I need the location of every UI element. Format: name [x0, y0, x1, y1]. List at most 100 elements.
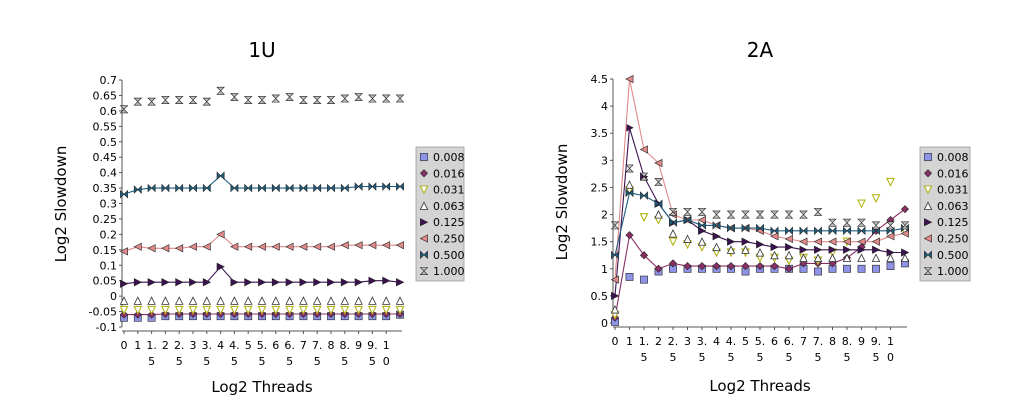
legend-label: 1.000	[937, 265, 969, 278]
data-point	[698, 221, 706, 230]
y-tick-label: 0.4	[100, 167, 118, 180]
x-tick-label: 5	[176, 355, 183, 368]
data-point	[712, 221, 721, 230]
data-point	[726, 245, 736, 254]
x-tick-label: 1	[887, 335, 894, 348]
data-point	[625, 231, 634, 240]
x-tick-label: 4.	[229, 339, 240, 352]
data-point	[828, 245, 837, 254]
data-point	[640, 191, 648, 200]
data-point	[161, 183, 170, 193]
data-point	[367, 305, 377, 315]
data-point	[799, 253, 808, 262]
data-point	[271, 278, 281, 287]
data-point	[243, 296, 253, 305]
data-point	[625, 74, 634, 84]
data-point	[285, 305, 295, 315]
x-tick-label: 5	[231, 355, 238, 368]
data-point	[712, 242, 721, 252]
legend-label: 0.031	[937, 184, 969, 197]
y-tick-label: 1.5	[591, 236, 609, 249]
data-point	[368, 241, 377, 250]
y-tick-label: 1	[601, 263, 608, 276]
chart-title: 1U	[248, 38, 275, 62]
data-point	[611, 291, 620, 300]
data-point	[396, 278, 405, 287]
data-point	[683, 215, 692, 225]
data-point	[285, 296, 294, 305]
data-point	[354, 305, 364, 315]
data-point	[271, 305, 281, 315]
data-point	[202, 97, 212, 106]
legend-label: 0.250	[937, 233, 969, 246]
data-point	[813, 237, 822, 246]
data-point	[161, 96, 170, 104]
data-point	[741, 245, 750, 254]
x-tick-label: 9	[355, 339, 362, 352]
data-point	[610, 221, 620, 230]
data-point	[271, 242, 280, 251]
x-tick-label: 8.	[340, 339, 351, 352]
y-tick-label: 2.5	[591, 181, 609, 194]
data-point	[640, 275, 648, 284]
data-point	[189, 278, 198, 287]
data-point	[727, 223, 735, 233]
data-point	[230, 278, 239, 287]
y-tick-label: 0.7	[100, 74, 118, 87]
data-point	[340, 278, 350, 287]
data-point	[871, 221, 881, 230]
y-tick-label: 0	[601, 317, 608, 330]
data-point	[872, 245, 881, 254]
data-point	[202, 296, 212, 305]
data-point	[340, 94, 350, 103]
legend-marker	[923, 201, 933, 210]
data-point	[813, 253, 823, 262]
legend-marker	[923, 234, 932, 243]
x-tick-label: 5	[699, 351, 706, 364]
data-point	[299, 242, 308, 251]
data-point	[900, 229, 909, 238]
x-tick-label: 1	[383, 339, 390, 352]
data-point	[857, 199, 866, 209]
data-point	[326, 296, 336, 305]
data-point	[313, 183, 322, 193]
legend-marker	[419, 201, 429, 210]
data-point	[354, 278, 363, 287]
y-tick-label: 3.5	[591, 127, 609, 140]
data-point	[755, 262, 765, 271]
data-point	[326, 96, 336, 104]
x-tick-label: 0	[612, 335, 619, 348]
x-tick-label: 3.	[697, 335, 708, 348]
data-point	[285, 278, 294, 287]
data-point	[298, 305, 308, 315]
data-point	[886, 253, 895, 262]
data-point	[395, 94, 405, 103]
series-1.000	[119, 86, 405, 114]
x-tick-label: 2.	[668, 335, 679, 348]
x-tick-label: 1.	[146, 339, 157, 352]
x-tick-label: 1.	[639, 335, 650, 348]
data-point	[755, 248, 765, 257]
x-tick-label: 5	[844, 351, 851, 364]
x-tick-label: 1	[134, 339, 141, 352]
x-tick-label: 5	[203, 355, 210, 368]
x-tick-label: 8	[829, 335, 836, 348]
series-0.250	[119, 230, 404, 256]
data-point	[886, 262, 895, 270]
data-point	[133, 97, 143, 106]
data-point	[712, 210, 721, 219]
data-point	[639, 145, 648, 154]
data-point	[188, 305, 198, 315]
x-tick-label: 9.	[367, 339, 378, 352]
data-point	[133, 305, 143, 315]
data-point	[395, 305, 405, 315]
y-tick-label: 0.3	[100, 198, 118, 211]
data-point	[230, 183, 239, 193]
x-tick-label: 5	[314, 355, 321, 368]
data-point	[396, 182, 404, 191]
data-point	[340, 305, 350, 315]
data-point	[340, 241, 349, 250]
y-tick-label: 0.45	[93, 151, 118, 164]
data-point	[639, 172, 649, 181]
data-point	[174, 96, 184, 104]
